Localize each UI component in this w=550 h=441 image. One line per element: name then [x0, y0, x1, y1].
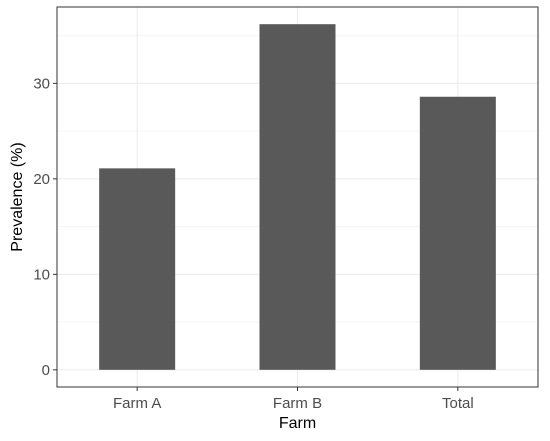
- bar: [419, 96, 496, 370]
- bar-layer: [99, 24, 496, 370]
- x-axis-title: Farm: [279, 415, 316, 432]
- bar: [259, 24, 336, 370]
- x-tick-label: Farm A: [113, 395, 161, 412]
- y-tick-label: 30: [33, 75, 50, 92]
- x-tick-label: Total: [442, 395, 474, 412]
- x-tick-label: Farm B: [273, 395, 322, 412]
- y-tick-label: 10: [33, 266, 50, 283]
- y-tick-label: 20: [33, 171, 50, 188]
- axis-layer: 0 10 20 30 Farm A Farm B Total: [33, 75, 473, 412]
- y-axis-title: Prevalence (%): [9, 142, 26, 251]
- y-tick-label: 0: [42, 362, 50, 379]
- bar: [99, 168, 176, 370]
